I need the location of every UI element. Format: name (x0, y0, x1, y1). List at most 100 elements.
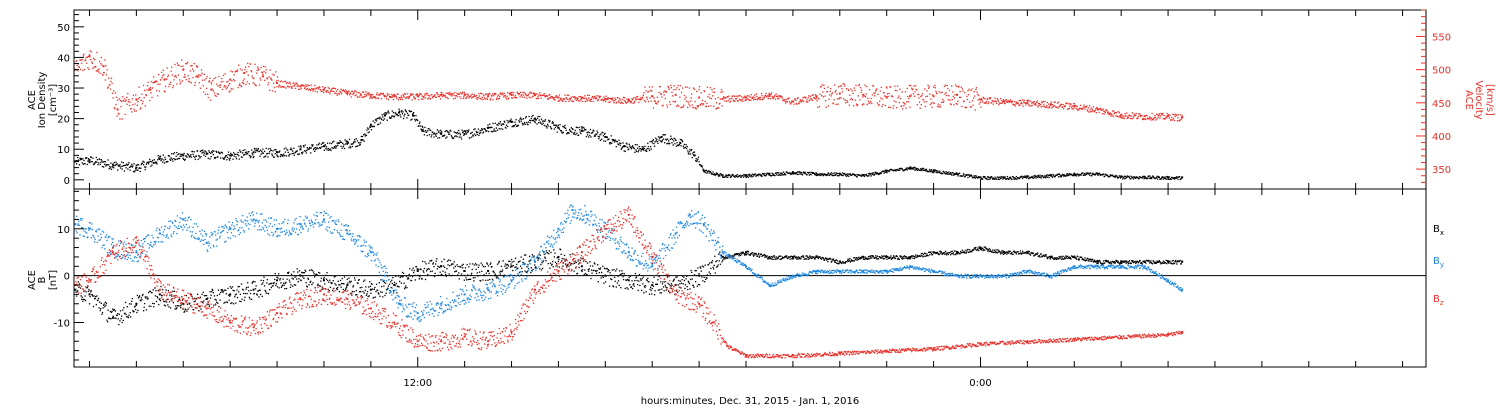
velocity-sample (725, 97, 727, 99)
velocity-sample (739, 95, 741, 97)
velocity-sample (710, 105, 712, 107)
velocity-sample (331, 90, 333, 92)
velocity-sample (509, 93, 511, 96)
velocity-sample (551, 96, 553, 98)
density-sample (764, 173, 766, 175)
density-sample (218, 152, 220, 154)
density-sample (449, 129, 451, 131)
bx-sample (328, 281, 330, 283)
density-sample (108, 168, 110, 170)
velocity-sample (877, 93, 879, 96)
density-sample (578, 126, 580, 129)
bx-sample (275, 282, 278, 285)
density-point (383, 114, 386, 117)
bx-sample (201, 293, 203, 295)
density-sample (414, 120, 417, 122)
velocity-sample (140, 99, 142, 102)
velocity-sample (510, 97, 513, 99)
density-sample (464, 130, 467, 132)
velocity-sample (1174, 115, 1176, 118)
velocity-sample (989, 97, 992, 99)
velocity-sample (833, 99, 835, 101)
velocity-sample (397, 93, 399, 95)
velocity-sample (718, 107, 720, 109)
bx-sample (379, 291, 382, 293)
velocity-sample (900, 105, 903, 107)
bx-sample (432, 263, 434, 265)
bx-sample (286, 272, 289, 274)
density-sample (131, 163, 133, 165)
bx-sample (506, 267, 508, 269)
velocity-sample (941, 91, 943, 93)
density-sample (458, 129, 460, 132)
density-sample (678, 144, 680, 147)
density-sample (137, 164, 140, 166)
bx-sample (289, 286, 292, 288)
density-sample (737, 175, 740, 178)
velocity-sample (857, 95, 859, 97)
bx-sample (311, 283, 313, 286)
velocity-sample (741, 98, 743, 101)
velocity-sample (176, 83, 178, 85)
velocity-sample (440, 98, 442, 100)
bx-sample (109, 310, 112, 313)
density-sample (491, 126, 493, 129)
velocity-sample (755, 93, 758, 95)
density-sample (987, 176, 989, 178)
density-sample (1077, 173, 1079, 176)
velocity-sample (388, 93, 390, 96)
velocity-sample (523, 91, 525, 94)
density-sample (347, 140, 349, 143)
density-sample (836, 172, 838, 175)
velocity-point (102, 65, 105, 68)
velocity-sample (155, 89, 158, 92)
plasma-panel-frame (73, 9, 1427, 190)
velocity-sample (238, 64, 240, 66)
velocity-sample (635, 98, 637, 101)
density-sample (495, 127, 498, 129)
density-sample (911, 167, 913, 169)
velocity-sample (321, 86, 324, 88)
density-sample (460, 136, 462, 138)
density-sample (123, 170, 126, 172)
velocity-sample (272, 73, 274, 76)
bx-sample (306, 286, 308, 288)
velocity-sample (150, 80, 153, 83)
density-sample (612, 140, 614, 142)
velocity-sample (753, 96, 755, 99)
bx-sample (259, 293, 262, 296)
density-sample (286, 149, 289, 151)
density-sample (1122, 178, 1124, 180)
density-sample (526, 121, 528, 124)
velocity-sample (1069, 103, 1072, 105)
velocity-sample (349, 92, 351, 94)
density-sample (1157, 178, 1159, 180)
velocity-sample (1025, 104, 1027, 106)
density-sample (917, 168, 919, 170)
velocity-sample (710, 97, 713, 100)
velocity-sample (1111, 110, 1114, 112)
density-sample (299, 149, 301, 151)
bx-sample (451, 263, 453, 265)
velocity-sample (1138, 113, 1141, 115)
density-sample (1119, 177, 1122, 179)
density-sample (681, 140, 683, 142)
velocity-sample (746, 95, 749, 97)
velocity-sample (1088, 105, 1091, 107)
bx-sample (452, 263, 454, 265)
bx-sample (448, 273, 450, 275)
velocity-sample (734, 98, 737, 100)
velocity-sample (496, 95, 499, 97)
velocity-sample (921, 95, 923, 97)
velocity-sample (724, 100, 726, 102)
velocity-tick-label: 500 (1432, 66, 1451, 77)
velocity-sample (454, 92, 456, 94)
density-point (276, 151, 279, 154)
bx-sample (482, 279, 484, 281)
velocity-sample (943, 85, 946, 88)
velocity-sample (258, 84, 261, 86)
density-sample (1142, 176, 1145, 178)
bx-sample (418, 278, 420, 280)
density-sample (1025, 177, 1028, 179)
density-sample (310, 147, 312, 149)
